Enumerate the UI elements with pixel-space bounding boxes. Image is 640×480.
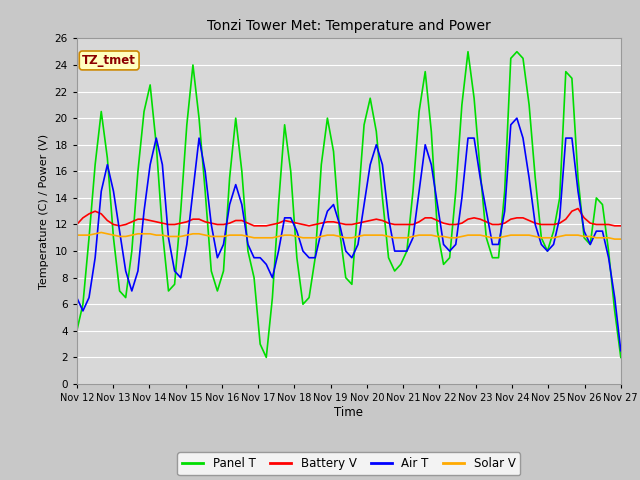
Title: Tonzi Tower Met: Temperature and Power: Tonzi Tower Met: Temperature and Power bbox=[207, 19, 491, 33]
Panel T bbox=[147, 82, 154, 88]
Battery V bbox=[152, 219, 160, 225]
Solar V bbox=[611, 236, 618, 242]
Legend: Panel T, Battery V, Air T, Solar V: Panel T, Battery V, Air T, Solar V bbox=[177, 453, 520, 475]
Battery V bbox=[543, 222, 551, 228]
Air T bbox=[617, 348, 625, 354]
Solar V bbox=[598, 235, 606, 240]
Battery V bbox=[116, 223, 124, 228]
Panel T bbox=[464, 49, 472, 55]
Solar V bbox=[531, 234, 539, 240]
Panel T bbox=[458, 102, 466, 108]
Solar V bbox=[73, 232, 81, 238]
Solar V bbox=[97, 229, 105, 235]
Panel T bbox=[238, 168, 246, 174]
Text: TZ_tmet: TZ_tmet bbox=[82, 54, 136, 67]
Air T bbox=[531, 222, 539, 228]
Air T bbox=[147, 162, 154, 168]
Y-axis label: Temperature (C) / Power (V): Temperature (C) / Power (V) bbox=[39, 133, 49, 289]
Panel T bbox=[550, 228, 557, 234]
Air T bbox=[513, 115, 521, 121]
Battery V bbox=[531, 220, 539, 226]
Battery V bbox=[244, 220, 252, 226]
Line: Air T: Air T bbox=[77, 118, 621, 351]
Line: Solar V: Solar V bbox=[77, 232, 621, 239]
Panel T bbox=[262, 355, 270, 360]
Solar V bbox=[152, 232, 160, 238]
Battery V bbox=[605, 222, 612, 228]
Air T bbox=[238, 202, 246, 207]
Panel T bbox=[538, 235, 545, 240]
Line: Panel T: Panel T bbox=[77, 52, 621, 358]
X-axis label: Time: Time bbox=[334, 406, 364, 419]
Panel T bbox=[605, 248, 612, 254]
Solar V bbox=[244, 234, 252, 240]
Battery V bbox=[458, 220, 466, 226]
Air T bbox=[598, 228, 606, 234]
Panel T bbox=[617, 355, 625, 360]
Solar V bbox=[617, 236, 625, 242]
Air T bbox=[452, 241, 460, 247]
Solar V bbox=[458, 234, 466, 240]
Air T bbox=[73, 295, 81, 300]
Air T bbox=[543, 248, 551, 254]
Battery V bbox=[574, 205, 582, 211]
Battery V bbox=[617, 223, 625, 228]
Panel T bbox=[73, 328, 81, 334]
Battery V bbox=[73, 222, 81, 228]
Line: Battery V: Battery V bbox=[77, 208, 621, 226]
Solar V bbox=[543, 235, 551, 240]
